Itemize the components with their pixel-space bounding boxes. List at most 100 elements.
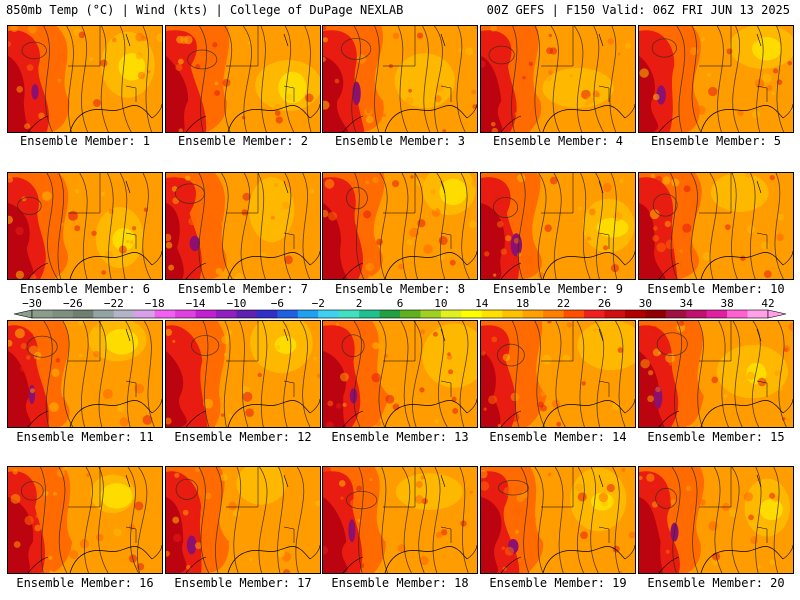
- colorbar-tick-label: −2: [312, 297, 325, 310]
- temperature-map: [8, 26, 162, 132]
- colorbar-tick-label: −10: [227, 297, 247, 310]
- ensemble-map-panel: [165, 25, 321, 133]
- colorbar-max-arrow: [767, 309, 787, 319]
- temperature-colorbar: −30 −26 −22 −18 −14 −10 −6 −2 2 6 10 14 18 22 26 30 34 38…: [12, 296, 788, 320]
- ensemble-map-panel: [638, 172, 794, 280]
- colorbar-swatch: [338, 310, 360, 318]
- colorbar-swatch: [686, 310, 707, 318]
- colorbar-tick-label: 14: [475, 297, 489, 310]
- colorbar-swatch: [236, 310, 258, 318]
- colorbar-min-arrow: [13, 309, 33, 319]
- colorbar-tick-label: −14: [186, 297, 206, 310]
- colorbar-swatch: [747, 310, 769, 318]
- ensemble-member-label: Ensemble Member: 12: [174, 430, 312, 444]
- colorbar-swatch: [318, 310, 339, 318]
- ensemble-member-label: Ensemble Member: 4: [492, 134, 624, 148]
- colorbar-swatch: [379, 310, 401, 318]
- temperature-map: [639, 467, 793, 573]
- colorbar-tick-label: 18: [516, 297, 529, 310]
- colorbar-swatch: [216, 310, 237, 318]
- colorbar-swatch: [32, 310, 53, 318]
- temperature-map: [166, 321, 320, 427]
- ensemble-map-panel: [7, 466, 163, 574]
- colorbar-swatch: [543, 310, 564, 318]
- colorbar-tick-label: 10: [434, 297, 447, 310]
- colorbar-tick-label: −18: [145, 297, 165, 310]
- ensemble-member-label: Ensemble Member: 1: [19, 134, 151, 148]
- ensemble-member-label: Ensemble Member: 17: [174, 576, 312, 590]
- colorbar-tick-label: 26: [598, 297, 611, 310]
- temperature-map: [166, 467, 320, 573]
- ensemble-member-label: Ensemble Member: 10: [647, 282, 785, 296]
- ensemble-map-panel: [322, 25, 478, 133]
- ensemble-map-panel: [165, 320, 321, 428]
- colorbar-tick-label: 42: [761, 297, 774, 310]
- ensemble-map-panel: [7, 25, 163, 133]
- ensemble-member-label: Ensemble Member: 6: [19, 282, 151, 296]
- temperature-map: [323, 26, 477, 132]
- colorbar-swatch: [624, 310, 646, 318]
- colorbar-swatch: [52, 310, 74, 318]
- ensemble-map-panel: [480, 466, 636, 574]
- temperature-map: [639, 26, 793, 132]
- colorbar-swatch: [563, 310, 585, 318]
- temperature-map: [166, 26, 320, 132]
- header-run-info: 00Z GEFS | F150 Valid: 06Z FRI JUN 13 20…: [486, 3, 790, 17]
- colorbar-tick-label: 6: [397, 297, 404, 310]
- colorbar-swatch: [359, 310, 380, 318]
- ensemble-member-label: Ensemble Member: 9: [492, 282, 624, 296]
- colorbar-swatch: [706, 310, 728, 318]
- ensemble-map-panel: [322, 172, 478, 280]
- colorbar-tick-label: −26: [63, 297, 83, 310]
- ensemble-member-label: Ensemble Member: 18: [331, 576, 469, 590]
- colorbar-swatch: [645, 310, 667, 318]
- temperature-map: [639, 173, 793, 279]
- ensemble-map-panel: [480, 172, 636, 280]
- ensemble-map-panel: [480, 320, 636, 428]
- ensemble-map-panel: [165, 172, 321, 280]
- colorbar-swatch: [727, 310, 748, 318]
- colorbar-tick-label: 22: [557, 297, 570, 310]
- colorbar-tick-label: 34: [680, 297, 694, 310]
- colorbar-tick-label: 38: [720, 297, 733, 310]
- temperature-map: [481, 173, 635, 279]
- ensemble-member-label: Ensemble Member: 15: [647, 430, 785, 444]
- ensemble-map-panel: [322, 320, 478, 428]
- ensemble-map-panel: [165, 466, 321, 574]
- colorbar-svg: −30 −26 −22 −18 −14 −10 −6 −2 2 6 10 14 18 22 26 30 34 38…: [13, 297, 787, 319]
- ensemble-map-panel: [7, 320, 163, 428]
- colorbar-swatch: [522, 310, 544, 318]
- colorbar-swatch: [481, 310, 503, 318]
- ensemble-member-label: Ensemble Member: 2: [177, 134, 309, 148]
- temperature-map: [323, 321, 477, 427]
- colorbar-swatch: [420, 310, 442, 318]
- temperature-map: [323, 467, 477, 573]
- temperature-map: [8, 173, 162, 279]
- ensemble-map-panel: [638, 466, 794, 574]
- colorbar-tick-label: −30: [22, 297, 42, 310]
- colorbar-tick-label: −6: [271, 297, 284, 310]
- colorbar-swatch: [93, 310, 115, 318]
- ensemble-map-panel: [638, 25, 794, 133]
- temperature-map: [323, 173, 477, 279]
- ensemble-map-panel: [638, 320, 794, 428]
- ensemble-member-label: Ensemble Member: 13: [331, 430, 469, 444]
- temperature-map: [166, 173, 320, 279]
- ensemble-member-label: Ensemble Member: 11: [16, 430, 154, 444]
- temperature-map: [481, 26, 635, 132]
- colorbar-swatch: [502, 310, 523, 318]
- colorbar-swatch: [297, 310, 319, 318]
- temperature-map: [481, 321, 635, 427]
- colorbar-tick-label: −22: [104, 297, 124, 310]
- temperature-map: [639, 321, 793, 427]
- temperature-map: [481, 467, 635, 573]
- colorbar-swatch: [175, 310, 196, 318]
- ensemble-member-label: Ensemble Member: 19: [489, 576, 627, 590]
- ensemble-member-label: Ensemble Member: 3: [334, 134, 466, 148]
- temperature-map: [8, 321, 162, 427]
- ensemble-member-label: Ensemble Member: 7: [177, 282, 309, 296]
- colorbar-swatch: [604, 310, 626, 318]
- colorbar-swatch: [195, 310, 217, 318]
- colorbar-tick-label: 30: [639, 297, 652, 310]
